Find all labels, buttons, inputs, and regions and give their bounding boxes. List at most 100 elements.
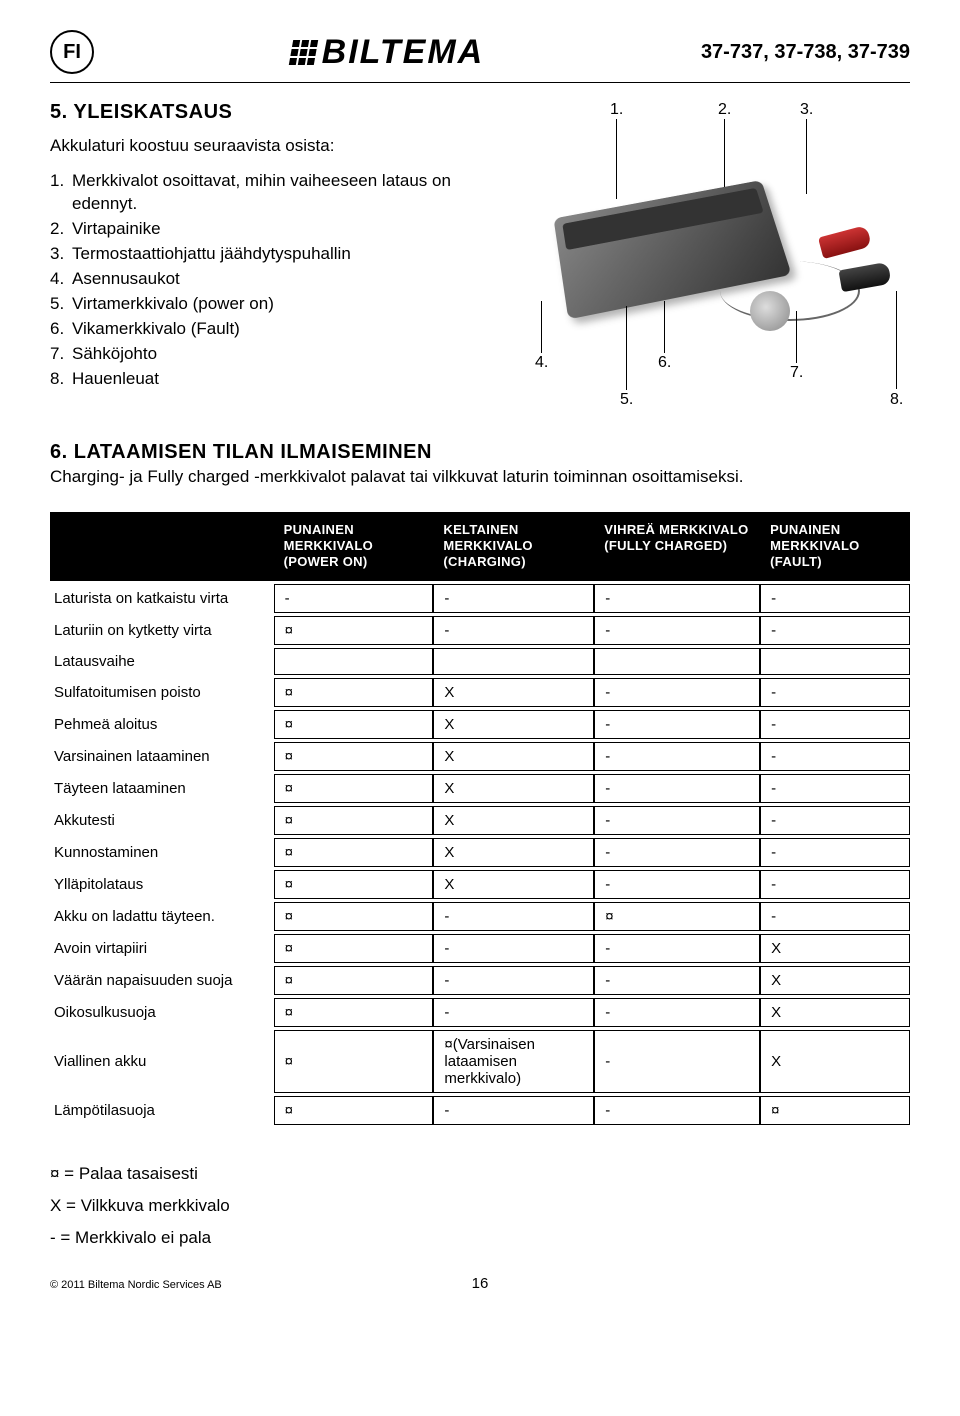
row-cell: ¤ xyxy=(274,1096,434,1125)
row-cell: ¤ xyxy=(274,838,434,867)
list-item: Sähköjohto xyxy=(50,343,470,366)
row-cell xyxy=(594,648,760,675)
row-cell: - xyxy=(594,678,760,707)
row-cell: ¤ xyxy=(274,966,434,995)
row-cell: ¤ xyxy=(274,998,434,1027)
row-cell: - xyxy=(594,1096,760,1125)
list-item: Vikamerkkivalo (Fault) xyxy=(50,318,470,341)
row-cell: - xyxy=(594,616,760,645)
row-cell: ¤ xyxy=(274,616,434,645)
table-header-full: VIHREÄ MERKKIVALO (FULLY CHARGED) xyxy=(594,512,760,581)
list-item: Virtapainike xyxy=(50,218,470,241)
row-cell xyxy=(433,648,594,675)
row-cell: ¤ xyxy=(594,902,760,931)
row-cell: ¤ xyxy=(274,870,434,899)
row-cell: - xyxy=(760,838,910,867)
table-row: Pehmeä aloitus¤X-- xyxy=(50,710,910,739)
row-cell: - xyxy=(594,742,760,771)
parts-list: Merkkivalot osoittavat, mihin vaiheeseen… xyxy=(50,170,470,390)
legend-steady: ¤ = Palaa tasaisesti xyxy=(50,1158,910,1190)
row-cell: - xyxy=(594,584,760,613)
row-cell: X xyxy=(760,1030,910,1093)
row-cell xyxy=(274,648,434,675)
row-cell: - xyxy=(594,998,760,1027)
row-cell: ¤ xyxy=(274,678,434,707)
callout-7: 7. xyxy=(790,364,803,382)
table-row: Akkutesti¤X-- xyxy=(50,806,910,835)
row-cell: - xyxy=(594,838,760,867)
row-label: Varsinainen lataaminen xyxy=(50,742,274,771)
row-label: Oikosulkusuoja xyxy=(50,998,274,1027)
row-cell xyxy=(760,648,910,675)
row-label: Avoin virtapiiri xyxy=(50,934,274,963)
copyright: © 2011 Biltema Nordic Services AB xyxy=(50,1279,337,1291)
section6-title: 6. LATAAMISEN TILAN ILMAISEMINEN xyxy=(50,441,910,464)
row-label: Ylläpitolataus xyxy=(50,870,274,899)
row-cell: - xyxy=(594,806,760,835)
row-cell: - xyxy=(433,584,594,613)
page-footer: © 2011 Biltema Nordic Services AB 16 xyxy=(50,1275,910,1292)
row-label: Pehmeä aloitus xyxy=(50,710,274,739)
row-cell: - xyxy=(594,1030,760,1093)
table-row: Laturista on katkaistu virta---- xyxy=(50,584,910,613)
table-header-charging: KELTAINEN MERKKIVALO (CHARGING) xyxy=(433,512,594,581)
table-row: Sulfatoitumisen poisto¤X-- xyxy=(50,678,910,707)
row-cell: - xyxy=(760,616,910,645)
section6: 6. LATAAMISEN TILAN ILMAISEMINEN Chargin… xyxy=(50,441,910,489)
table-header-blank xyxy=(50,512,274,581)
callout-6: 6. xyxy=(658,354,671,372)
callout-3: 3. xyxy=(800,101,813,119)
table-header-fault: PUNAINEN MERKKIVALO (FAULT) xyxy=(760,512,910,581)
table-row: Varsinainen lataaminen¤X-- xyxy=(50,742,910,771)
logo-text: BILTEMA xyxy=(322,33,485,72)
row-cell: - xyxy=(433,998,594,1027)
legend-blink: X = Vilkkuva merkkivalo xyxy=(50,1190,910,1222)
cable-icon xyxy=(720,261,860,321)
row-cell: ¤ xyxy=(274,806,434,835)
row-cell: - xyxy=(760,774,910,803)
row-cell: - xyxy=(433,934,594,963)
row-label: Laturiin on kytketty virta xyxy=(50,616,274,645)
row-cell: - xyxy=(594,934,760,963)
row-cell: X xyxy=(433,710,594,739)
row-label: Täyteen lataaminen xyxy=(50,774,274,803)
row-label: Sulfatoitumisen poisto xyxy=(50,678,274,707)
table-row: Ylläpitolataus¤X-- xyxy=(50,870,910,899)
row-cell: ¤ xyxy=(274,742,434,771)
clamp-black-icon xyxy=(838,262,891,292)
row-cell: - xyxy=(760,806,910,835)
row-label: Latausvaihe xyxy=(50,648,274,675)
table-row: Väärän napaisuuden suoja¤--X xyxy=(50,966,910,995)
row-cell: X xyxy=(760,998,910,1027)
row-cell: - xyxy=(594,774,760,803)
row-label: Viallinen akku xyxy=(50,1030,274,1093)
page-number: 16 xyxy=(337,1275,624,1292)
row-cell: - xyxy=(760,710,910,739)
table-row: Viallinen akku¤¤(Varsinaisen lataamisen … xyxy=(50,1030,910,1093)
row-cell: - xyxy=(760,678,910,707)
row-label: Kunnostaminen xyxy=(50,838,274,867)
row-cell: - xyxy=(594,966,760,995)
table-row: Latausvaihe xyxy=(50,648,910,675)
row-cell: - xyxy=(594,870,760,899)
row-cell: X xyxy=(433,838,594,867)
table-row: Oikosulkusuoja¤--X xyxy=(50,998,910,1027)
list-item: Hauenleuat xyxy=(50,368,470,391)
row-cell: ¤ xyxy=(760,1096,910,1125)
list-item: Asennusaukot xyxy=(50,268,470,291)
row-cell: X xyxy=(760,966,910,995)
row-cell: X xyxy=(433,774,594,803)
callout-1: 1. xyxy=(610,101,623,119)
row-cell: ¤(Varsinaisen lataamisen merkkivalo) xyxy=(433,1030,594,1093)
overview-text: 5. YLEISKATSAUS Akkulaturi koostuu seura… xyxy=(50,101,470,421)
clamp-red-icon xyxy=(818,225,872,259)
table-row: Akku on ladattu täyteen.¤-¤- xyxy=(50,902,910,931)
row-label: Laturista on katkaistu virta xyxy=(50,584,274,613)
row-cell: ¤ xyxy=(274,902,434,931)
row-label: Akku on ladattu täyteen. xyxy=(50,902,274,931)
part-numbers: 37-737, 37-738, 37-739 xyxy=(701,41,910,64)
section6-body: Charging- ja Fully charged -merkkivalot … xyxy=(50,466,910,489)
row-cell: - xyxy=(274,584,434,613)
page-header: FI BILTEMA 37-737, 37-738, 37-739 xyxy=(50,30,910,83)
list-item: Virtamerkkivalo (power on) xyxy=(50,293,470,316)
